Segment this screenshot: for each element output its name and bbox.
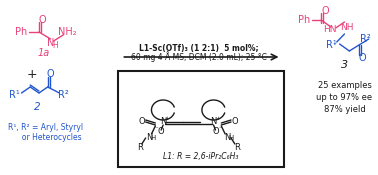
Text: O: O	[232, 117, 238, 127]
Text: ·: ·	[333, 40, 336, 50]
Text: O: O	[138, 117, 145, 127]
Text: NH₂: NH₂	[58, 27, 76, 37]
Text: R¹: R¹	[325, 40, 336, 50]
Text: up to 97% ee: up to 97% ee	[316, 93, 373, 101]
Text: +: +	[215, 117, 220, 121]
Text: N: N	[224, 134, 230, 142]
Text: H: H	[228, 135, 234, 141]
Text: Ph: Ph	[297, 15, 310, 25]
Text: NH: NH	[340, 23, 353, 32]
Text: HN: HN	[323, 26, 337, 34]
Text: R¹, R² = Aryl, Styryl: R¹, R² = Aryl, Styryl	[8, 122, 83, 131]
Text: 60 mg 4 Å MS, DCM (2.0 mL); 25 °C: 60 mg 4 Å MS, DCM (2.0 mL); 25 °C	[131, 52, 267, 62]
Text: 1a: 1a	[38, 48, 50, 58]
Text: N: N	[160, 117, 166, 127]
Text: 2: 2	[34, 102, 40, 112]
Text: ⁻: ⁻	[155, 126, 158, 132]
Text: +: +	[164, 117, 169, 121]
Text: R: R	[137, 144, 143, 152]
Text: H: H	[151, 135, 156, 141]
Text: N: N	[47, 38, 54, 48]
Text: ⁻: ⁻	[218, 126, 222, 132]
Text: 87% yield: 87% yield	[324, 104, 366, 114]
Text: 25 examples: 25 examples	[318, 80, 372, 89]
Text: R¹: R¹	[9, 90, 20, 100]
Text: O: O	[47, 69, 54, 79]
Text: H: H	[53, 40, 58, 50]
Text: O: O	[38, 15, 46, 25]
Text: O: O	[158, 128, 164, 136]
Text: L1-Sc(OTf)₃ (1 2:1)  5 mol%;: L1-Sc(OTf)₃ (1 2:1) 5 mol%;	[139, 44, 259, 52]
Text: O: O	[212, 128, 219, 136]
Text: R²: R²	[58, 90, 68, 100]
Text: +: +	[27, 68, 37, 82]
Text: R: R	[234, 144, 240, 152]
Text: 3: 3	[341, 60, 348, 70]
Text: N: N	[146, 134, 153, 142]
Text: Ph: Ph	[15, 27, 28, 37]
Text: R²: R²	[360, 34, 371, 44]
FancyBboxPatch shape	[118, 71, 284, 167]
Text: O: O	[358, 53, 366, 63]
Text: N: N	[210, 117, 217, 127]
Text: L1: R = 2,6-iPr₂C₆H₃: L1: R = 2,6-iPr₂C₆H₃	[163, 152, 239, 162]
Text: or Heterocycles: or Heterocycles	[10, 132, 82, 142]
Text: O: O	[321, 6, 329, 16]
